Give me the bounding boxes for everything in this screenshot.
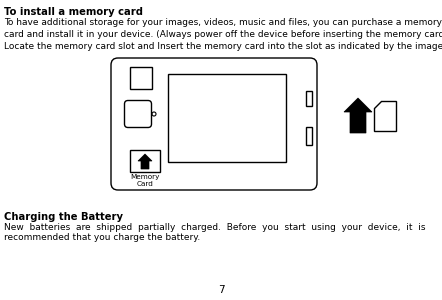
- Text: Memory
Card: Memory Card: [130, 174, 160, 187]
- Polygon shape: [374, 101, 396, 131]
- FancyBboxPatch shape: [125, 100, 152, 127]
- Text: 7: 7: [218, 285, 224, 295]
- Bar: [130, 150, 160, 172]
- Bar: [130, 67, 152, 89]
- Polygon shape: [344, 98, 372, 133]
- Text: To install a memory card: To install a memory card: [4, 7, 143, 17]
- Bar: [168, 74, 286, 162]
- Text: To have additional storage for your images, videos, music and files, you can pur: To have additional storage for your imag…: [4, 18, 442, 51]
- Polygon shape: [138, 154, 152, 169]
- FancyBboxPatch shape: [111, 58, 317, 190]
- Text: New  batteries  are  shipped  partially  charged.  Before  you  start  using  yo: New batteries are shipped partially char…: [4, 223, 426, 232]
- Bar: [306, 91, 312, 106]
- Text: recommended that you charge the battery.: recommended that you charge the battery.: [4, 233, 200, 242]
- Text: Charging the Battery: Charging the Battery: [4, 212, 123, 222]
- Bar: [306, 127, 312, 145]
